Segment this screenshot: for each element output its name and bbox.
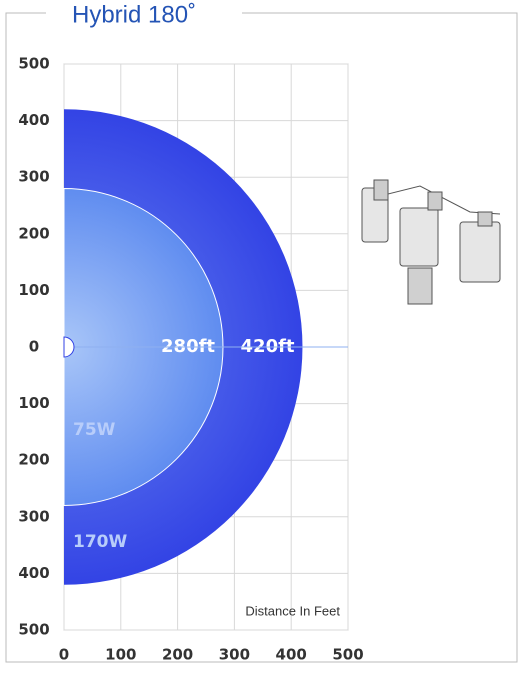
series-name: 75W	[73, 420, 116, 440]
x-tick-label: 400	[276, 646, 307, 664]
y-tick-label: 200	[18, 451, 49, 469]
y-tick-label: 200	[18, 224, 49, 242]
y-tick-label: 100	[18, 394, 49, 412]
y-tick-label: 100	[18, 281, 49, 299]
x-tick-label: 0	[59, 646, 69, 664]
frame	[5, 12, 518, 663]
origin-marker	[63, 336, 75, 358]
x-axis-label: Distance In Feet	[245, 603, 340, 618]
series-name: 170W	[73, 532, 127, 552]
y-tick-label: 500	[18, 55, 49, 73]
y-tick-label: 500	[18, 621, 49, 639]
title-gap	[46, 2, 242, 26]
chart-title: Hybrid 180˚	[72, 1, 196, 28]
x-tick-label: 300	[219, 646, 250, 664]
y-tick-label: 400	[18, 111, 49, 129]
x-tick-label: 500	[332, 646, 363, 664]
x-tick-label: 100	[105, 646, 136, 664]
y-tick-label: 0	[29, 338, 39, 356]
x-tick-label: 200	[162, 646, 193, 664]
y-tick-label: 300	[18, 168, 49, 186]
product-image	[361, 179, 501, 305]
y-tick-label: 400	[18, 564, 49, 582]
y-tick-label: 300	[18, 507, 49, 525]
plot: 0 100 200 300 400 500 500 400 300 200 100 0 100 200 30…	[18, 55, 363, 664]
